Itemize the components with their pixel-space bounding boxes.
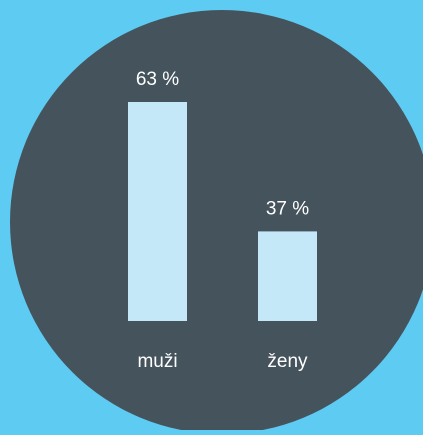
category-label: ženy — [267, 351, 308, 372]
bar — [258, 231, 317, 321]
bar — [128, 102, 187, 321]
value-label: 37 % — [266, 198, 309, 219]
backdrop-circle — [10, 10, 423, 434]
value-label: 63 % — [136, 69, 179, 90]
category-label: muži — [137, 351, 177, 372]
